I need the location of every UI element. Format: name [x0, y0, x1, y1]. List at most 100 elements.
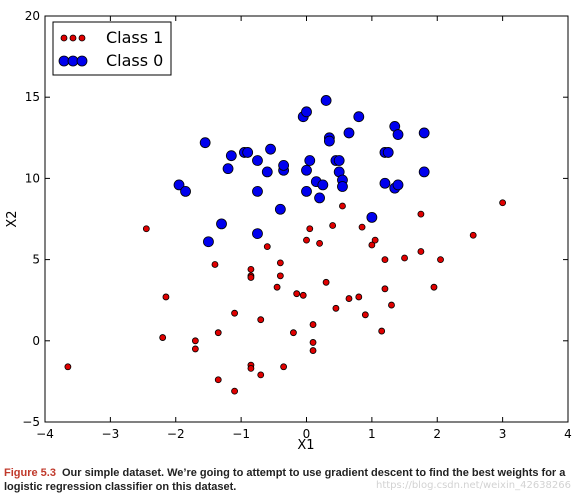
y-tick-label: −5	[22, 415, 40, 429]
point-class-1	[263, 243, 271, 251]
point-class-1	[211, 261, 219, 268]
point-class-1	[417, 210, 425, 218]
point-class-0	[337, 181, 348, 192]
y-tick-label: 0	[32, 334, 40, 348]
point-class-1	[280, 363, 288, 371]
point-class-0	[320, 95, 332, 106]
point-class-1	[231, 309, 238, 317]
point-class-1	[290, 329, 297, 337]
point-class-1	[339, 202, 346, 210]
figure-caption: Figure 5.3 Our simple dataset. We’re goin…	[4, 466, 576, 494]
point-class-1	[293, 290, 301, 298]
point-class-1	[309, 347, 317, 354]
figure-label: Figure 5.3	[4, 467, 56, 479]
point-class-0	[301, 106, 312, 118]
x-tick-label: 0	[303, 427, 311, 441]
point-class-0	[225, 150, 237, 162]
point-class-1	[361, 311, 369, 319]
point-class-1	[257, 316, 265, 324]
point-class-0	[317, 179, 329, 191]
point-class-1	[355, 293, 363, 301]
point-class-1	[247, 365, 255, 372]
watermark: https://blog.csdn.net/weixin_42638266	[375, 480, 571, 491]
point-class-0	[252, 228, 263, 240]
point-class-1	[437, 256, 444, 264]
point-class-1	[309, 321, 317, 328]
axis-ticks: −4 −3 −2 −1 0 1 2 3 4 −5 0 5 10 15 20	[22, 9, 572, 441]
point-class-0	[301, 185, 312, 197]
point-class-1	[401, 254, 408, 262]
x-tick-label: −2	[167, 427, 185, 441]
point-class-0	[199, 137, 211, 149]
point-class-1	[142, 225, 150, 233]
x-tick-label: 2	[433, 427, 441, 441]
point-class-1	[388, 301, 395, 309]
point-class-1	[247, 265, 255, 273]
point-class-1	[247, 274, 255, 281]
x-tick-label: −1	[232, 427, 250, 441]
x-tick-label: 4	[564, 427, 572, 441]
point-class-1	[381, 256, 389, 264]
y-axis-label: X2	[5, 210, 20, 227]
caption-text: Our simple dataset. We’re going to attem…	[4, 467, 566, 493]
plot-area	[44, 15, 569, 423]
y-tick-label: 20	[25, 9, 40, 23]
legend-label: Class 0	[106, 51, 163, 70]
x-tick-label: −3	[102, 427, 120, 441]
point-class-1	[306, 225, 314, 233]
point-class-0	[278, 160, 290, 171]
point-class-0	[274, 203, 286, 215]
point-class-1	[299, 291, 307, 299]
point-class-0	[353, 111, 365, 123]
point-class-1	[276, 259, 284, 267]
point-class-0	[392, 179, 404, 191]
point-class-0	[314, 192, 325, 204]
point-class-1	[159, 334, 167, 341]
point-class-1	[381, 285, 389, 293]
legend-marker	[76, 55, 88, 67]
legend-marker	[78, 34, 86, 42]
data-points	[64, 95, 507, 395]
legend-marker	[60, 34, 68, 42]
point-class-1	[322, 278, 330, 286]
point-class-0	[379, 177, 391, 189]
point-class-1	[309, 339, 317, 346]
point-class-1	[191, 345, 199, 353]
point-class-1	[371, 236, 379, 244]
point-class-0	[382, 147, 394, 158]
point-class-1	[332, 304, 340, 312]
y-tick-label: 10	[25, 171, 40, 185]
point-class-1	[273, 283, 281, 291]
point-class-1	[368, 241, 376, 249]
legend-marker	[67, 55, 79, 67]
point-class-0	[418, 166, 430, 178]
point-class-1	[358, 223, 366, 231]
point-class-0	[323, 135, 335, 147]
point-class-1	[499, 199, 507, 207]
point-class-1	[345, 295, 353, 302]
point-class-1	[303, 236, 310, 244]
legend: Class 1 Class 0	[52, 21, 172, 76]
point-class-1	[469, 231, 477, 239]
point-class-0	[333, 155, 345, 166]
point-class-0	[203, 236, 214, 248]
y-tick-label: 15	[25, 90, 40, 104]
point-class-1	[214, 376, 222, 384]
point-class-1	[329, 222, 337, 229]
point-class-1	[162, 293, 170, 301]
point-class-1	[214, 329, 222, 337]
y-tick-label: 5	[32, 253, 40, 267]
point-class-1	[257, 371, 265, 379]
point-class-0	[173, 179, 185, 191]
x-tick-label: 3	[499, 427, 507, 441]
x-tick-label: 1	[368, 427, 376, 441]
point-class-0	[216, 218, 227, 230]
point-class-0	[252, 185, 263, 197]
legend-marker	[69, 34, 77, 42]
legend-marker	[58, 55, 70, 67]
point-class-1	[231, 387, 238, 395]
point-class-1	[378, 327, 386, 335]
point-class-0	[265, 143, 276, 155]
point-class-1	[417, 248, 425, 255]
